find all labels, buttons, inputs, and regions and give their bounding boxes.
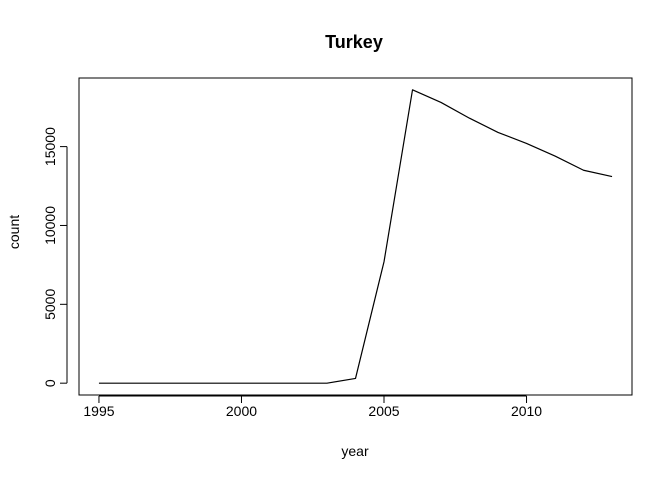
chart-title: Turkey [325,32,383,52]
y-axis: 0 5000 10000 15000 [42,127,68,387]
x-tick-label: 2005 [368,403,399,419]
x-tick-label: 2010 [511,403,542,419]
y-tick-label: 15000 [42,127,58,166]
y-tick-label: 5000 [42,289,58,320]
x-tick-label: 2000 [226,403,257,419]
x-axis: 1995 2000 2005 2010 [83,395,542,419]
x-axis-label: year [341,443,369,459]
series-group [98,89,613,384]
series-line [98,89,613,384]
y-tick-label: 10000 [42,206,58,245]
y-axis-label: count [6,215,22,249]
y-tick-label: 0 [42,379,58,387]
x-tick-label: 1995 [83,403,114,419]
plot-area-frame [78,77,633,396]
